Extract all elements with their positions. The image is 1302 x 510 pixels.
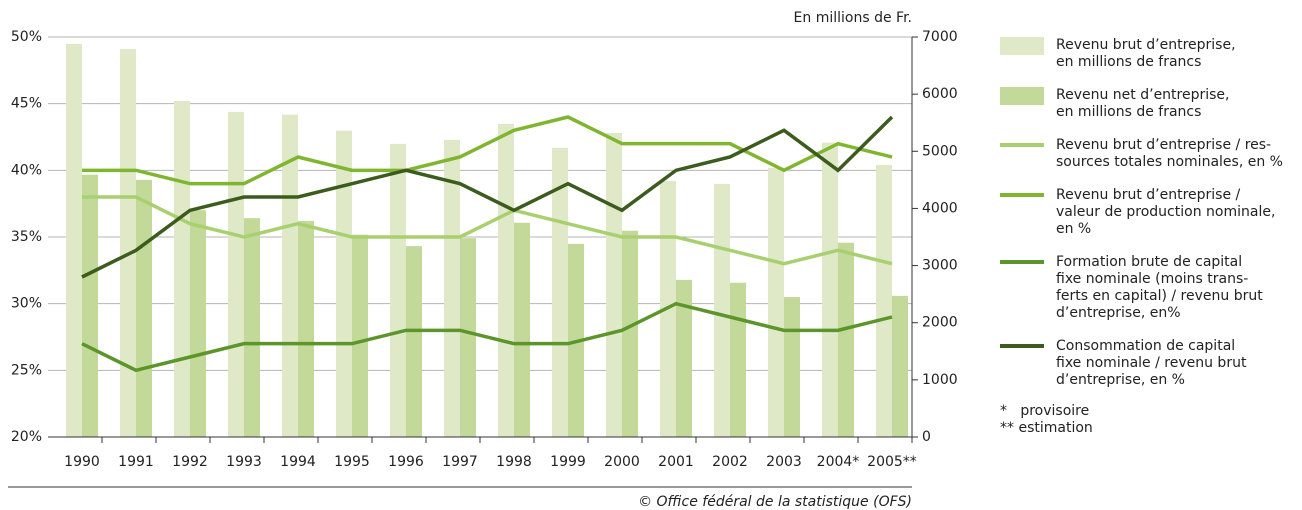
y2-tick-label: 2000: [922, 315, 958, 331]
bar: [190, 210, 206, 437]
footnote: * provisoire: [1000, 403, 1089, 419]
x-tick-label: 1990: [64, 454, 100, 470]
x-tick-label: 2001: [658, 454, 694, 470]
bar: [406, 246, 422, 437]
bar: [228, 111, 244, 437]
x-tick-label: 1999: [550, 454, 586, 470]
footnote: ** estimation: [1000, 420, 1093, 436]
bar: [892, 295, 908, 437]
y-tick-label: 30%: [11, 296, 42, 312]
x-tick-label: 2000: [604, 454, 640, 470]
line: [81, 301, 893, 373]
x-tick-label: 1992: [172, 454, 208, 470]
legend: Revenu brut d’entreprise, en millions de …: [1000, 37, 1283, 436]
legend-label: Formation brute de capital fixe nominale …: [1056, 254, 1263, 321]
x-tick-label: 1998: [496, 454, 532, 470]
bar: [444, 139, 460, 437]
bar: [390, 143, 406, 437]
x-tick-label: 2005**: [867, 454, 917, 470]
bar: [514, 222, 530, 437]
y-tick-label: 20%: [11, 429, 42, 445]
x-tick-label: 2004*: [817, 454, 860, 470]
bar: [244, 218, 260, 437]
x-tick-label: 1994: [280, 454, 316, 470]
legend-label: Consommation de capital fixe nominale / r…: [1056, 338, 1247, 388]
line: [81, 115, 894, 279]
bar: [768, 167, 784, 437]
bar: [730, 282, 746, 437]
bar: [714, 183, 730, 437]
bar: [352, 234, 368, 437]
legend-swatch: [1000, 37, 1044, 55]
x-tick-label: 1996: [388, 454, 424, 470]
legend-label: Revenu brut d’entreprise / valeur de prod…: [1056, 187, 1275, 237]
y-tick-label: 35%: [11, 229, 42, 245]
bar: [336, 130, 352, 437]
x-tick-label: 1991: [118, 454, 154, 470]
y2-axis-label: En millions de Fr.: [794, 10, 912, 26]
legend-swatch: [1000, 87, 1044, 105]
y-tick-label: 40%: [11, 162, 42, 178]
legend-label: Revenu brut d’entreprise, en millions de …: [1056, 37, 1236, 70]
bar: [498, 123, 514, 437]
x-tick-label: 1997: [442, 454, 478, 470]
x-tick-label: 2003: [766, 454, 802, 470]
bar: [136, 179, 152, 437]
bar: [822, 142, 838, 437]
legend-label: Revenu brut d’entreprise / res-sources t…: [1056, 137, 1283, 170]
y2-tick-label: 7000: [922, 29, 958, 45]
y-tick-label: 45%: [11, 96, 42, 112]
x-tick-label: 1993: [226, 454, 262, 470]
bar: [622, 230, 638, 437]
y-tick-label: 25%: [11, 362, 42, 378]
y2-tick-label: 4000: [922, 200, 958, 216]
y2-tick-label: 5000: [922, 143, 958, 159]
bar: [876, 165, 892, 437]
x-tick-label: 1995: [334, 454, 370, 470]
y2-tick-label: 3000: [922, 258, 958, 274]
legend-label: Revenu net d’entreprise, en millions de f…: [1056, 87, 1230, 120]
line: [82, 195, 893, 266]
bar: [838, 242, 854, 437]
bar: [606, 133, 622, 437]
bar: [460, 238, 476, 437]
y2-tick-label: 6000: [922, 86, 958, 102]
bar: [676, 279, 692, 437]
y2-tick-label: 1000: [922, 372, 958, 388]
source: © Office fédéral de la statistique (OFS): [638, 494, 912, 510]
bar: [784, 297, 800, 437]
bar: [120, 49, 136, 437]
bar: [66, 43, 82, 437]
x-tick-label: 2002: [712, 454, 748, 470]
bar: [174, 101, 190, 437]
y2-tick-label: 0: [922, 429, 931, 445]
line: [82, 115, 893, 186]
y-tick-label: 50%: [11, 29, 42, 45]
bar: [298, 221, 314, 437]
bar: [82, 174, 98, 437]
